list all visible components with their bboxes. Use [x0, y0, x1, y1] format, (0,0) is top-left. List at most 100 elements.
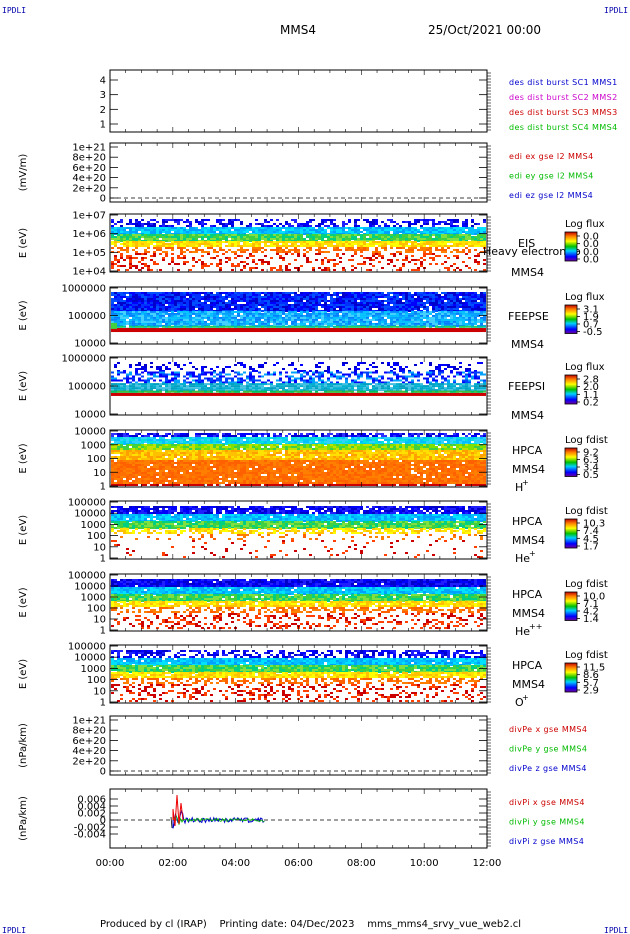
legend-10-2: divPe y gse MMS4 — [509, 745, 587, 754]
colorbar-title-3: Log flux — [565, 219, 605, 230]
panel-frame-11 — [109, 788, 488, 849]
colorbar-tick-3-3: 0.0 — [583, 247, 599, 258]
ytick-label-6-2: 10 — [93, 468, 106, 479]
panel-frame-1 — [109, 69, 488, 133]
xtick-label-5: 08:00 — [347, 858, 376, 869]
instrument-label-9: HPCA — [512, 659, 543, 672]
colorbar-title-6: Log fdist — [565, 435, 608, 446]
ytick-label-10-5: 8e+20 — [72, 726, 106, 737]
colorbar-tick-6-3: 3.4 — [583, 463, 599, 474]
corner-label-bottom-left: IPDLI — [2, 926, 27, 934]
ytick-label-6-1: 1 — [100, 482, 106, 493]
colorbar-tick-9-2: 8.6 — [583, 670, 599, 681]
species-charge-9: + — [522, 693, 529, 702]
ytick-label-1-4: 4 — [100, 76, 106, 87]
colorbar-tick-5-4: 0.2 — [583, 398, 599, 409]
xtick-label-4: 06:00 — [284, 858, 313, 869]
ytick-label-9-3: 100 — [87, 675, 106, 686]
colorbar-tick-7-4: 1.7 — [583, 542, 599, 553]
spacecraft-label-3: MMS4 — [511, 266, 544, 279]
colorbar-tick-5-1: 2.8 — [583, 375, 599, 386]
colorbar-title-5: Log flux — [565, 362, 605, 373]
ylabel-8: E (eV) — [18, 587, 29, 617]
instrument-label-4: FEEPSE — [508, 310, 549, 323]
colorbar-tick-9-4: 2.9 — [583, 686, 599, 697]
ytick-label-9-1: 1 — [100, 698, 106, 709]
ylabel-6: E (eV) — [18, 443, 29, 473]
legend-11-1: divPi x gse MMS4 — [509, 798, 585, 807]
ytick-label-8-2: 10 — [93, 615, 106, 626]
ytick-label-11-4: 0.002 — [77, 809, 106, 820]
ylabel-10: (nPa/km) — [18, 723, 29, 768]
panel-frame-10 — [109, 715, 488, 776]
colorbar-tick-4-2: 1.9 — [583, 312, 599, 323]
legend-1-3: des dist burst SC3 MMS3 — [509, 108, 618, 117]
colorbar-9 — [564, 662, 578, 693]
ytick-label-11-2: -0.002 — [74, 823, 106, 834]
colorbar-tick-4-3: 0.7 — [583, 320, 599, 331]
header-spacecraft: MMS4 — [280, 23, 316, 37]
colorbar-5 — [564, 374, 578, 405]
ytick-label-9-5: 10000 — [74, 653, 106, 664]
divpi-x-trace — [172, 794, 184, 827]
ytick-label-7-5: 10000 — [74, 509, 106, 520]
ytick-label-11-6: 0.006 — [77, 795, 106, 806]
ytick-label-3-1: 1e+04 — [72, 267, 106, 278]
colorbar-tick-6-4: 0.5 — [583, 470, 599, 481]
legend-2-2: edi ey gse l2 MMS4 — [509, 172, 594, 181]
colorbar-tick-3-4: 0.0 — [583, 255, 599, 266]
ytick-label-2-1: 0 — [100, 194, 106, 205]
legend-2-3: edi ez gse l2 MMS4 — [509, 191, 593, 200]
colorbar-tick-7-1: 10.3 — [583, 519, 605, 530]
ytick-label-1-3: 3 — [100, 90, 106, 101]
ytick-label-2-4: 6e+20 — [72, 163, 106, 174]
ytick-label-11-5: 0.004 — [77, 802, 106, 813]
colorbar-title-7: Log fdist — [565, 506, 608, 517]
xtick-label-6: 10:00 — [410, 858, 439, 869]
ytick-label-5-3: 1000000 — [61, 354, 106, 365]
ytick-label-5-1: 10000 — [74, 410, 106, 421]
xtick-label-7: 12:00 — [473, 858, 502, 869]
heatmap-5 — [111, 362, 486, 396]
ytick-label-8-6: 100000 — [68, 571, 106, 582]
species-label-6: H — [515, 481, 523, 494]
legend-10-1: divPe x gse MMS4 — [509, 725, 587, 734]
ytick-label-11-3: 0 — [100, 816, 106, 827]
ytick-label-4-1: 10000 — [74, 339, 106, 350]
species-label-9: O — [515, 696, 524, 709]
ytick-label-4-2: 100000 — [68, 311, 106, 322]
spacecraft-label-4: MMS4 — [511, 338, 544, 351]
colorbar-tick-6-2: 6.3 — [583, 455, 599, 466]
ytick-label-10-1: 0 — [100, 767, 106, 778]
ytick-label-8-1: 1 — [100, 626, 106, 637]
colorbar-7 — [564, 518, 578, 549]
ytick-label-2-3: 4e+20 — [72, 173, 106, 184]
heatmap-3 — [111, 219, 486, 271]
ylabel-7: E (eV) — [18, 515, 29, 545]
instrument-label-8: HPCA — [512, 588, 543, 601]
ytick-label-6-3: 100 — [87, 454, 106, 465]
ylabel-3: E (eV) — [18, 228, 29, 258]
colorbar-tick-3-2: 0.0 — [583, 239, 599, 250]
colorbar-8 — [564, 591, 578, 621]
colorbar-title-4: Log flux — [565, 292, 605, 303]
colorbar-tick-8-3: 4.2 — [583, 607, 599, 618]
colorbar-title-8: Log fdist — [565, 579, 608, 590]
ylabel-11: (nPa/km) — [18, 796, 29, 841]
colorbar-tick-5-3: 1.1 — [583, 390, 599, 401]
ytick-label-1-2: 2 — [100, 105, 106, 116]
colorbar-tick-6-1: 9.2 — [583, 448, 599, 459]
footer-produced-by: Produced by cl (IRAP) — [100, 919, 207, 930]
corner-label-top-right: IPDLI — [604, 6, 629, 15]
ytick-label-10-4: 6e+20 — [72, 736, 106, 747]
panel-frame-2 — [109, 142, 488, 203]
footer: Produced by cl (IRAP) Printing date: 04/… — [100, 919, 521, 930]
species-charge-8: ++ — [529, 622, 542, 631]
ytick-label-10-6: 1e+21 — [72, 716, 106, 727]
heatmap-6 — [111, 433, 486, 486]
instrument-label-3: EIS — [518, 237, 535, 250]
colorbar-tick-7-3: 4.5 — [583, 534, 599, 545]
legend-1-1: des dist burst SC1 MMS1 — [509, 78, 618, 87]
